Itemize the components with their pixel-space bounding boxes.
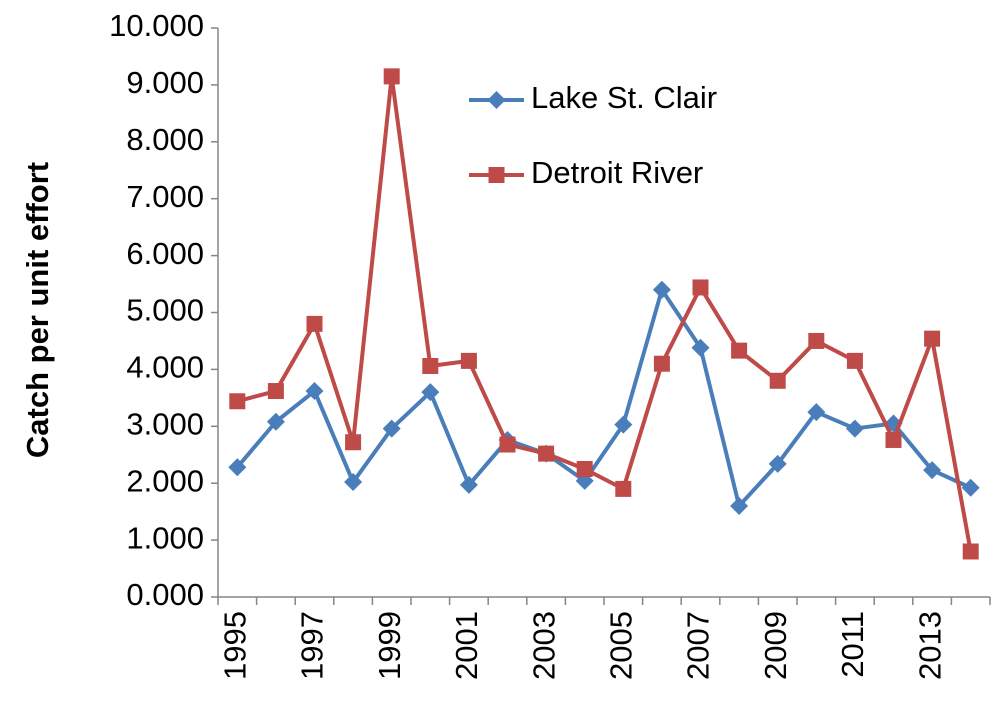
- data-point: [576, 460, 593, 477]
- data-point: [962, 543, 979, 560]
- data-point: [383, 68, 400, 85]
- data-point: [769, 372, 786, 389]
- data-point: [460, 352, 477, 369]
- data-point: [615, 480, 632, 497]
- data-point: [614, 415, 633, 434]
- data-point: [382, 419, 401, 438]
- y-tick-label: 5.000: [126, 293, 204, 328]
- data-point: [267, 383, 284, 400]
- data-point: [305, 382, 324, 401]
- data-point: [459, 475, 478, 494]
- x-tick-label: 2001: [449, 611, 484, 680]
- legend-label: Detroit River: [531, 155, 703, 190]
- data-point: [422, 357, 439, 374]
- legend-label: Lake St. Clair: [531, 80, 717, 115]
- data-point: [768, 454, 787, 473]
- data-point: [345, 434, 362, 451]
- data-point: [344, 473, 363, 492]
- data-point: [538, 445, 555, 462]
- data-point: [923, 461, 942, 480]
- data-point: [266, 412, 285, 431]
- x-tick-label: 2011: [835, 611, 870, 678]
- x-tick-label: 1997: [295, 611, 330, 680]
- data-point: [885, 431, 902, 448]
- x-tick-label: 1999: [372, 611, 407, 680]
- data-point: [691, 338, 710, 357]
- y-tick-label: 8.000: [126, 122, 204, 157]
- data-point: [652, 280, 671, 299]
- data-point: [228, 458, 247, 477]
- data-point: [229, 393, 246, 410]
- legend-marker: [488, 167, 505, 183]
- data-point: [846, 352, 863, 369]
- y-tick-label: 3.000: [126, 406, 204, 441]
- y-tick-label: 10.000: [109, 8, 204, 43]
- data-point: [845, 419, 864, 438]
- data-point: [730, 496, 749, 515]
- y-tick-label: 2.000: [126, 463, 204, 498]
- y-tick-label: 0.000: [126, 577, 204, 612]
- y-tick-label: 7.000: [126, 179, 204, 214]
- x-tick-label: 2013: [912, 611, 947, 680]
- data-point: [808, 332, 825, 349]
- x-tick-label: 2005: [603, 611, 638, 680]
- data-point: [731, 342, 748, 359]
- data-point: [499, 436, 516, 453]
- data-point: [961, 478, 980, 497]
- data-point: [306, 315, 323, 332]
- y-tick-label: 6.000: [126, 236, 204, 271]
- x-tick-label: 2009: [758, 611, 793, 680]
- data-point: [692, 279, 709, 296]
- y-tick-label: 4.000: [126, 350, 204, 385]
- x-tick-label: 2007: [681, 611, 716, 680]
- data-point: [807, 403, 826, 422]
- series-line: [235, 287, 972, 508]
- data-point: [653, 355, 670, 372]
- x-tick-label: 2003: [526, 611, 561, 680]
- x-tick-label: 1995: [217, 611, 252, 680]
- legend-marker: [487, 91, 506, 109]
- data-point: [924, 330, 941, 347]
- y-axis-label: Catch per unit effort: [20, 162, 55, 458]
- y-tick-label: 9.000: [126, 65, 204, 100]
- data-point: [421, 383, 440, 402]
- y-tick-label: 1.000: [126, 520, 204, 555]
